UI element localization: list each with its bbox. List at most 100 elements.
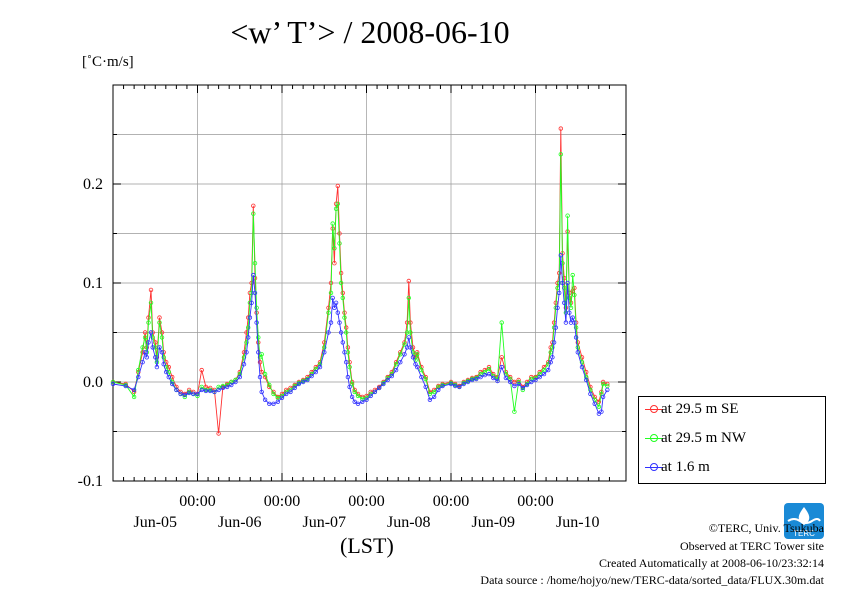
data-point-1-6m xyxy=(161,362,166,367)
data-point-nw xyxy=(508,376,513,382)
credit-created: Created Automatically at 2008-06-10/23:3… xyxy=(599,556,824,570)
data-point-nw xyxy=(436,384,441,390)
data-point-nw xyxy=(131,394,137,400)
data-point-1-6m xyxy=(332,305,337,310)
data-point-1-6m xyxy=(216,387,221,393)
data-point-nw xyxy=(161,355,166,360)
data-point-nw xyxy=(419,367,424,373)
data-point-1-6m xyxy=(600,394,606,400)
data-point-1-6m xyxy=(551,340,557,345)
chart-title: <w’ T’> / 2008-06-10 xyxy=(230,14,510,50)
data-point-1-6m xyxy=(533,377,538,383)
terc-logo: TERC xyxy=(784,503,824,539)
legend-item-1-6m: at 1.6 m xyxy=(639,457,825,479)
data-point-1-6m xyxy=(144,355,149,360)
x-tick-label-time: 00:00 xyxy=(517,493,553,510)
data-point-1-6m xyxy=(110,381,116,387)
data-point-nw xyxy=(558,152,563,157)
data-point-1-6m xyxy=(335,310,340,315)
data-point-1-6m xyxy=(333,300,339,305)
data-point-nw xyxy=(423,376,428,382)
data-point-1-6m xyxy=(123,383,128,389)
x-date-label: Jun-05 xyxy=(133,514,177,531)
data-point-nw xyxy=(140,345,145,350)
data-point-1-6m xyxy=(296,381,302,387)
data-point-1-6m xyxy=(524,382,530,388)
data-point-1-6m xyxy=(377,385,382,391)
data-point-nw xyxy=(347,364,352,370)
data-point-1-6m xyxy=(448,381,454,387)
data-point-1-6m xyxy=(157,345,162,350)
data-point-nw xyxy=(110,379,116,385)
data-point-nw xyxy=(402,342,407,347)
data-point-nw xyxy=(537,371,542,377)
data-point-1-6m xyxy=(342,350,347,355)
data-point-1-6m xyxy=(423,384,428,390)
data-point-1-6m xyxy=(592,401,597,406)
data-point-nw xyxy=(340,295,345,301)
data-point-nw xyxy=(254,305,259,310)
data-point-1-6m xyxy=(305,377,310,383)
data-point-1-6m xyxy=(563,320,569,325)
data-point-nw xyxy=(360,396,365,401)
data-point-nw xyxy=(410,350,416,355)
data-point-se xyxy=(335,183,340,189)
data-point-nw xyxy=(570,272,575,278)
data-point-1-6m xyxy=(436,387,441,393)
data-point-1-6m xyxy=(486,371,492,377)
data-point-1-6m xyxy=(249,300,254,305)
data-point-1-6m xyxy=(385,377,390,383)
data-point-1-6m xyxy=(203,388,209,394)
data-point-se xyxy=(166,364,171,370)
data-point-1-6m xyxy=(300,379,306,385)
legend-marker-se xyxy=(650,405,658,413)
data-point-1-6m xyxy=(309,373,314,379)
data-point-nw xyxy=(142,335,148,340)
data-point-1-6m xyxy=(491,375,496,381)
data-point-1-6m xyxy=(402,352,407,357)
x-tick-label-time: 00:00 xyxy=(348,493,384,510)
data-point-1-6m xyxy=(349,394,355,400)
data-point-nw xyxy=(166,369,171,375)
data-point-1-6m xyxy=(565,280,570,286)
data-point-nw xyxy=(512,409,517,414)
data-point-1-6m xyxy=(252,290,258,296)
data-point-nw xyxy=(252,261,258,266)
data-point-1-6m xyxy=(317,364,323,370)
data-point-nw xyxy=(550,345,555,350)
data-point-1-6m xyxy=(328,320,334,325)
data-point-nw xyxy=(328,290,334,296)
data-point-se xyxy=(216,431,221,436)
data-point-1-6m xyxy=(347,384,352,390)
data-point-nw xyxy=(565,213,570,218)
data-point-nw xyxy=(344,330,349,335)
data-point-nw xyxy=(499,320,504,325)
data-point-1-6m xyxy=(245,335,251,340)
data-point-nw xyxy=(326,310,331,315)
data-point-1-6m xyxy=(550,355,555,360)
data-point-1-6m xyxy=(244,350,249,355)
data-point-1-6m xyxy=(599,409,604,414)
data-point-nw xyxy=(322,345,327,350)
data-point-nw xyxy=(267,382,272,388)
data-point-1-6m xyxy=(570,315,575,320)
credit-observed: Observed at TERC Tower site xyxy=(679,539,824,553)
data-point-1-6m xyxy=(537,374,542,380)
data-point-1-6m xyxy=(254,320,259,325)
data-point-1-6m xyxy=(186,390,192,396)
data-point-1-6m xyxy=(575,350,580,355)
data-point-1-6m xyxy=(355,401,361,406)
data-point-1-6m xyxy=(461,381,466,387)
data-point-1-6m xyxy=(508,379,513,385)
legend-label-nw: at 29.5 m NW xyxy=(661,430,746,446)
x-date-label: Jun-09 xyxy=(471,514,515,531)
data-point-1-6m xyxy=(220,385,226,391)
data-point-1-6m xyxy=(136,374,141,380)
x-date-label: Jun-10 xyxy=(556,514,600,531)
data-point-nw xyxy=(256,335,261,340)
x-date-label: Jun-08 xyxy=(387,514,431,531)
data-point-nw xyxy=(262,371,268,377)
x-date-label: Jun-06 xyxy=(218,514,262,531)
data-point-nw xyxy=(408,330,413,335)
data-point-1-6m xyxy=(588,391,593,397)
